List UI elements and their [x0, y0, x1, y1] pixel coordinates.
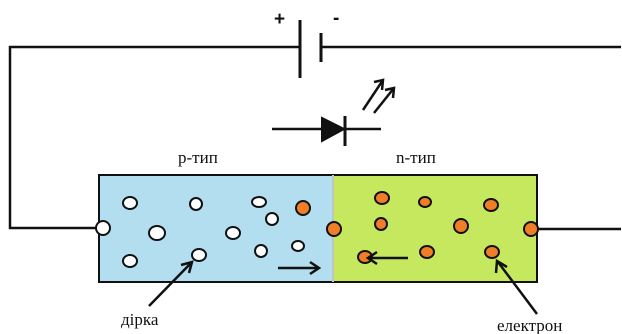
hole [291, 240, 305, 252]
led-symbol [272, 78, 396, 146]
electron [419, 245, 435, 259]
light-emission-arrows-icon [361, 78, 396, 114]
holes-group [122, 196, 305, 268]
n-type-label: n-тип [396, 148, 436, 167]
hole-label: дірка [121, 310, 159, 329]
battery-plus-sign: + [274, 9, 285, 30]
electron [453, 218, 469, 234]
right-contact [523, 221, 539, 237]
electron-motion-arrow-icon [365, 250, 408, 266]
p-type-label: р-тип [178, 148, 218, 167]
electron [295, 200, 311, 216]
hole [189, 197, 203, 211]
electron [418, 196, 432, 208]
electron-label: електрон [497, 316, 562, 334]
electron [326, 221, 342, 237]
left-wire [8, 45, 300, 230]
battery-minus-sign: - [333, 8, 339, 29]
electron [374, 191, 390, 205]
electron [374, 217, 388, 231]
hole [191, 248, 207, 262]
circuit-wires [8, 45, 621, 231]
electron-pointer-arrow-icon [494, 258, 538, 315]
battery: + - [274, 8, 339, 78]
electron [483, 198, 499, 212]
electron [484, 245, 500, 259]
diode-triangle [321, 116, 347, 143]
hole-motion-arrow-icon [278, 260, 322, 276]
hole [122, 254, 138, 268]
hole [251, 196, 267, 208]
left-contact [95, 220, 111, 236]
hole [148, 225, 166, 241]
electrons-group [295, 191, 500, 264]
hole [265, 212, 279, 226]
hole-pointer-arrow-icon [148, 260, 194, 307]
hole [254, 244, 268, 258]
hole [225, 226, 241, 240]
hole [122, 196, 138, 210]
